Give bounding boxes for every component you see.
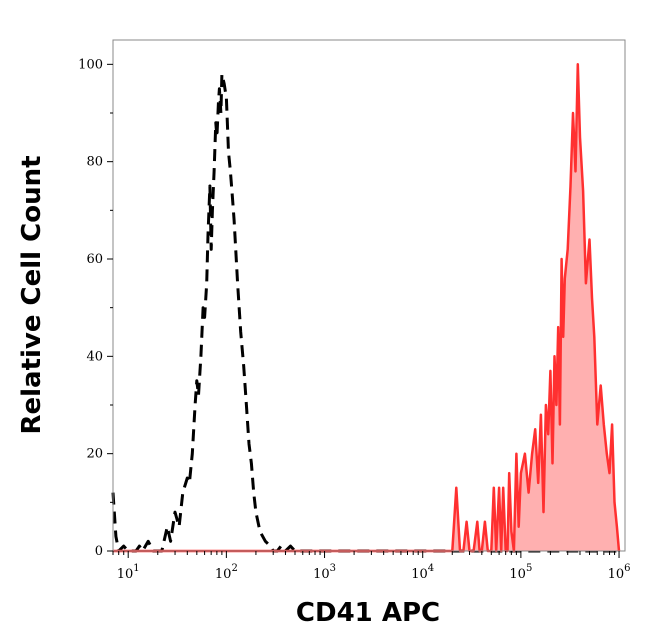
series-layer bbox=[111, 63, 621, 553]
y-tick-label: 20 bbox=[86, 447, 103, 462]
series-1-line bbox=[113, 63, 621, 553]
axes-layer: 0 20 40 60 80 100 101 102 103 104 105 106 bbox=[78, 39, 631, 582]
x-tick-label: 101 bbox=[117, 563, 140, 582]
x-axis-title: CD41 APC bbox=[296, 598, 440, 628]
y-tick-label: 100 bbox=[78, 57, 103, 72]
y-tick-label: 40 bbox=[86, 349, 103, 364]
y-tick-label: 80 bbox=[86, 155, 103, 170]
x-tick-label: 103 bbox=[313, 563, 336, 582]
series-1-area bbox=[113, 64, 619, 552]
plot-frame bbox=[112, 39, 626, 552]
x-tick-label: 104 bbox=[411, 563, 434, 582]
x-tick-label: 105 bbox=[509, 563, 532, 582]
y-axis-title: Relative Cell Count bbox=[17, 155, 47, 434]
x-tick-label: 106 bbox=[608, 563, 631, 582]
x-tick-label: 102 bbox=[215, 563, 238, 582]
y-tick-label: 60 bbox=[86, 252, 103, 267]
y-tick-label: 0 bbox=[95, 544, 103, 559]
